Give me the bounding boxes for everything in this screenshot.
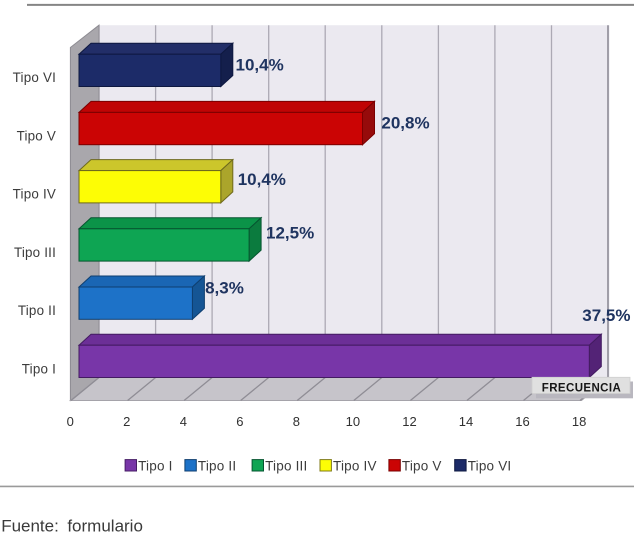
svg-text:2: 2: [123, 414, 130, 429]
svg-text:Tipo V: Tipo V: [17, 128, 56, 143]
svg-text:Tipo I: Tipo I: [138, 459, 172, 474]
svg-text:Tipo III: Tipo III: [265, 459, 307, 474]
svg-text:Tipo V: Tipo V: [402, 459, 442, 474]
svg-text:Tipo VI: Tipo VI: [468, 459, 512, 474]
svg-text:14: 14: [459, 414, 473, 429]
svg-text:FRECUENCIA: FRECUENCIA: [542, 383, 621, 395]
svg-text:Tipo VI: Tipo VI: [13, 70, 56, 85]
svg-text:12: 12: [402, 414, 416, 429]
svg-text:Tipo I: Tipo I: [22, 362, 56, 377]
svg-text:Tipo III: Tipo III: [14, 245, 56, 260]
svg-text:6: 6: [236, 414, 243, 429]
svg-text:10: 10: [346, 414, 360, 429]
svg-text:12,5%: 12,5%: [266, 223, 314, 242]
svg-text:Tipo IV: Tipo IV: [13, 187, 56, 202]
svg-text:16: 16: [515, 414, 529, 429]
svg-text:Tipo II: Tipo II: [18, 303, 56, 318]
svg-text:8: 8: [293, 414, 300, 429]
svg-text:18: 18: [572, 414, 586, 429]
svg-text:Tipo IV: Tipo IV: [333, 459, 377, 474]
svg-text:4: 4: [180, 414, 187, 429]
svg-text:10,4%: 10,4%: [238, 170, 286, 189]
svg-text:Tipo II: Tipo II: [198, 459, 236, 474]
svg-text:8,3%: 8,3%: [205, 278, 244, 297]
svg-text:20,8%: 20,8%: [381, 113, 429, 132]
svg-text:0: 0: [67, 414, 74, 429]
svg-text:10,4%: 10,4%: [236, 56, 284, 75]
svg-text:37,5%: 37,5%: [582, 306, 630, 325]
svg-text:Fuente: formulario: Fuente: formulario: [1, 517, 143, 536]
